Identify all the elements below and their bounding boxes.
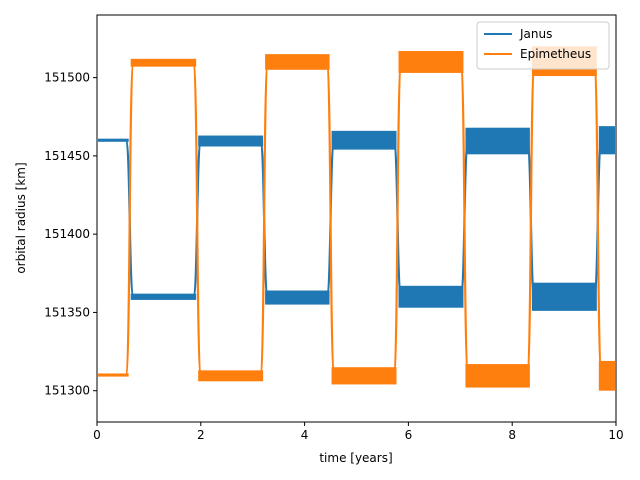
series-transition-epimetheus (525, 60, 536, 377)
series-transition-epimetheus (192, 61, 203, 377)
series-band-janus (98, 138, 129, 142)
series-transition-epimetheus (392, 60, 403, 377)
series-transition-epimetheus (459, 60, 470, 377)
y-tick-label: 151450 (44, 149, 90, 163)
series-layer (98, 46, 615, 391)
series-transition-epimetheus (325, 60, 336, 377)
ticks-layer: 0 2 4 6 8 10 151300 151350 151400 151450 151500 (44, 71, 623, 442)
y-tick-label: 151400 (44, 227, 90, 241)
x-tick-label: 6 (405, 428, 413, 442)
x-tick-label: 8 (508, 428, 516, 442)
x-tick-label: 0 (93, 428, 101, 442)
series-band-janus (198, 135, 264, 147)
y-axis-label: orbital radius [km] (14, 162, 28, 273)
x-tick-label: 2 (197, 428, 205, 442)
x-axis-label: time [years] (319, 451, 392, 465)
plot-frame (96, 14, 617, 423)
series-band-epimetheus (331, 367, 397, 385)
series-band-epimetheus (198, 370, 264, 382)
y-tick-label: 151350 (44, 305, 90, 319)
series-band-epimetheus (265, 54, 330, 70)
series-transition-epimetheus (124, 61, 135, 377)
series-band-janus (531, 282, 597, 311)
series-band-janus (398, 285, 464, 308)
series-transition-epimetheus (592, 60, 603, 377)
series-band-epimetheus (598, 360, 615, 391)
x-tick-label: 4 (301, 428, 309, 442)
legend: Janus Epimetheus (476, 21, 610, 70)
series-band-epimetheus (98, 373, 129, 377)
series-band-janus (598, 126, 615, 155)
series-transition-epimetheus (259, 60, 270, 377)
series-band-janus (465, 127, 530, 155)
series-band-epimetheus (398, 51, 464, 73)
legend-label-janus: Janus (519, 27, 552, 41)
series-band-epimetheus (465, 364, 530, 388)
series-band-janus (265, 290, 330, 305)
series-band-epimetheus (130, 58, 197, 67)
series-band-janus (331, 130, 397, 150)
y-tick-label: 151300 (44, 384, 90, 398)
series-band-janus (130, 293, 197, 300)
legend-label-epimetheus: Epimetheus (520, 47, 591, 61)
x-tick-label: 10 (608, 428, 623, 442)
y-tick-label: 151500 (44, 71, 90, 85)
